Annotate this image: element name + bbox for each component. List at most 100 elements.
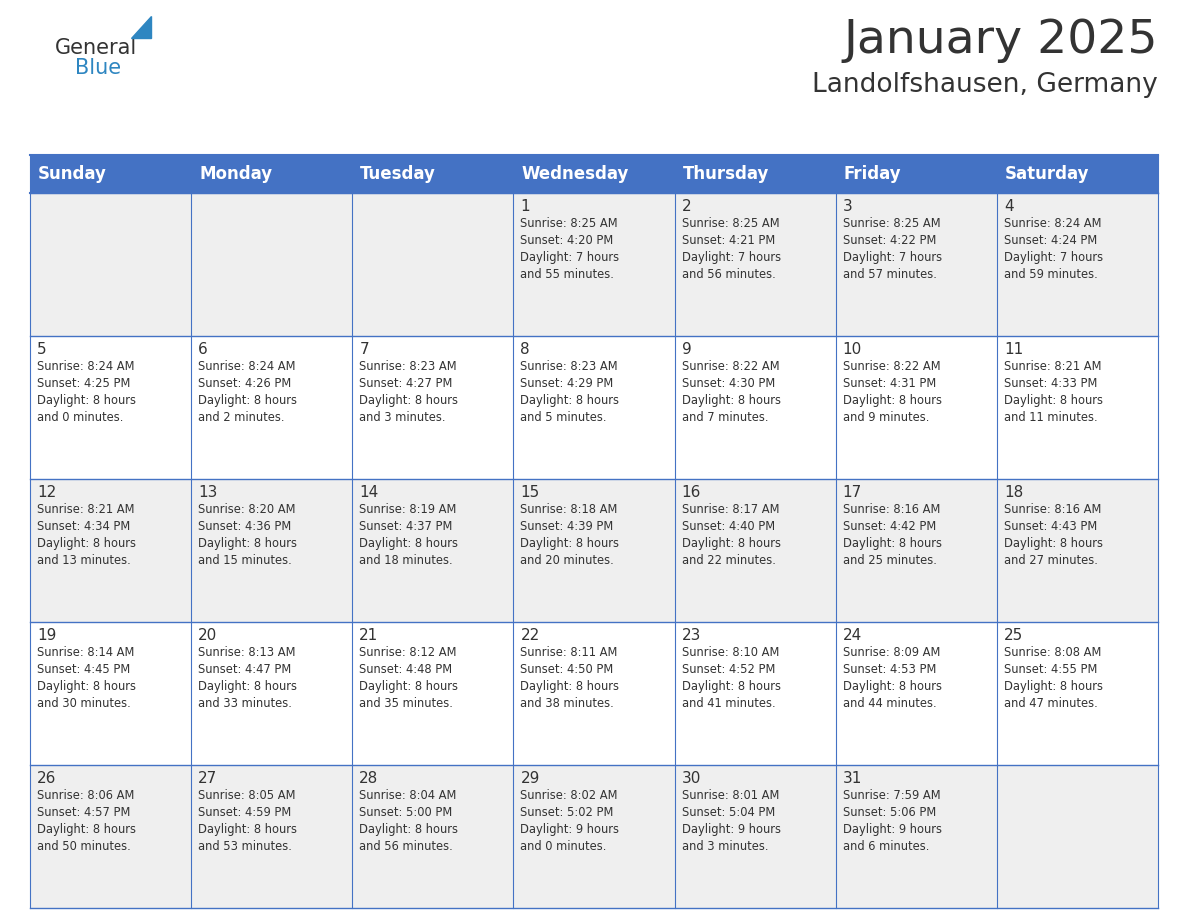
Text: 15: 15 (520, 485, 539, 500)
Text: and 20 minutes.: and 20 minutes. (520, 554, 614, 567)
Text: and 38 minutes.: and 38 minutes. (520, 697, 614, 710)
Text: Daylight: 8 hours: Daylight: 8 hours (198, 680, 297, 693)
Text: Sunset: 4:21 PM: Sunset: 4:21 PM (682, 234, 775, 247)
Text: 26: 26 (37, 771, 56, 786)
Bar (191, 622, 353, 765)
Text: 31: 31 (842, 771, 862, 786)
Text: Sunrise: 8:04 AM: Sunrise: 8:04 AM (359, 789, 456, 802)
Text: and 50 minutes.: and 50 minutes. (37, 840, 131, 853)
Text: Sunrise: 8:21 AM: Sunrise: 8:21 AM (1004, 360, 1101, 373)
Text: and 44 minutes.: and 44 minutes. (842, 697, 936, 710)
Text: and 33 minutes.: and 33 minutes. (198, 697, 292, 710)
Text: Daylight: 8 hours: Daylight: 8 hours (842, 537, 942, 550)
Text: Daylight: 8 hours: Daylight: 8 hours (359, 823, 459, 836)
Text: Sunset: 4:27 PM: Sunset: 4:27 PM (359, 377, 453, 390)
Text: and 27 minutes.: and 27 minutes. (1004, 554, 1098, 567)
Text: Daylight: 8 hours: Daylight: 8 hours (520, 394, 619, 407)
Text: 4: 4 (1004, 199, 1013, 214)
Text: and 0 minutes.: and 0 minutes. (37, 411, 124, 424)
Text: 17: 17 (842, 485, 862, 500)
Text: and 9 minutes.: and 9 minutes. (842, 411, 929, 424)
Text: Daylight: 7 hours: Daylight: 7 hours (842, 251, 942, 264)
Bar (191, 765, 353, 908)
Text: 6: 6 (198, 342, 208, 357)
Text: General: General (55, 38, 138, 58)
Bar (191, 155, 353, 193)
Text: Sunrise: 8:01 AM: Sunrise: 8:01 AM (682, 789, 779, 802)
Bar (30, 336, 191, 479)
Text: and 41 minutes.: and 41 minutes. (682, 697, 776, 710)
Text: 30: 30 (682, 771, 701, 786)
Text: and 35 minutes.: and 35 minutes. (359, 697, 453, 710)
Text: Sunset: 5:06 PM: Sunset: 5:06 PM (842, 806, 936, 819)
Text: Sunrise: 8:19 AM: Sunrise: 8:19 AM (359, 503, 456, 516)
Bar (191, 336, 353, 479)
Text: Daylight: 8 hours: Daylight: 8 hours (37, 680, 135, 693)
Bar (513, 765, 675, 908)
Text: Daylight: 8 hours: Daylight: 8 hours (1004, 537, 1102, 550)
Text: Daylight: 8 hours: Daylight: 8 hours (359, 537, 459, 550)
Text: 5: 5 (37, 342, 46, 357)
Text: Sunset: 4:39 PM: Sunset: 4:39 PM (520, 520, 614, 533)
Bar (835, 765, 997, 908)
Text: and 13 minutes.: and 13 minutes. (37, 554, 131, 567)
Text: and 47 minutes.: and 47 minutes. (1004, 697, 1098, 710)
Text: and 18 minutes.: and 18 minutes. (359, 554, 453, 567)
Bar (30, 155, 191, 193)
Text: Sunset: 4:45 PM: Sunset: 4:45 PM (37, 663, 131, 676)
Text: Monday: Monday (200, 165, 272, 183)
Text: Sunrise: 8:11 AM: Sunrise: 8:11 AM (520, 646, 618, 659)
Text: Sunset: 4:50 PM: Sunset: 4:50 PM (520, 663, 614, 676)
Text: Sunset: 4:22 PM: Sunset: 4:22 PM (842, 234, 936, 247)
Text: and 5 minutes.: and 5 minutes. (520, 411, 607, 424)
Text: Sunrise: 8:08 AM: Sunrise: 8:08 AM (1004, 646, 1101, 659)
Text: Sunrise: 8:24 AM: Sunrise: 8:24 AM (198, 360, 296, 373)
Bar (353, 622, 513, 765)
Bar (675, 622, 835, 765)
Text: Sunrise: 8:24 AM: Sunrise: 8:24 AM (1004, 217, 1101, 230)
Text: Sunrise: 8:02 AM: Sunrise: 8:02 AM (520, 789, 618, 802)
Text: Sunrise: 7:59 AM: Sunrise: 7:59 AM (842, 789, 941, 802)
Text: 22: 22 (520, 628, 539, 643)
Bar (675, 479, 835, 622)
Text: Daylight: 8 hours: Daylight: 8 hours (359, 680, 459, 693)
Text: Sunset: 4:37 PM: Sunset: 4:37 PM (359, 520, 453, 533)
Text: Sunset: 4:33 PM: Sunset: 4:33 PM (1004, 377, 1098, 390)
Text: and 25 minutes.: and 25 minutes. (842, 554, 936, 567)
Text: Sunset: 4:30 PM: Sunset: 4:30 PM (682, 377, 775, 390)
Text: Daylight: 7 hours: Daylight: 7 hours (520, 251, 620, 264)
Text: Sunrise: 8:06 AM: Sunrise: 8:06 AM (37, 789, 134, 802)
Text: 27: 27 (198, 771, 217, 786)
Text: Blue: Blue (75, 58, 121, 78)
Text: 21: 21 (359, 628, 379, 643)
Text: 29: 29 (520, 771, 539, 786)
Text: Sunrise: 8:17 AM: Sunrise: 8:17 AM (682, 503, 779, 516)
Text: Daylight: 8 hours: Daylight: 8 hours (520, 680, 619, 693)
Bar (30, 765, 191, 908)
Bar (191, 193, 353, 336)
Text: Sunrise: 8:20 AM: Sunrise: 8:20 AM (198, 503, 296, 516)
Text: Sunrise: 8:05 AM: Sunrise: 8:05 AM (198, 789, 296, 802)
Text: 9: 9 (682, 342, 691, 357)
Text: Sunset: 4:55 PM: Sunset: 4:55 PM (1004, 663, 1098, 676)
Text: 11: 11 (1004, 342, 1023, 357)
Text: and 15 minutes.: and 15 minutes. (198, 554, 292, 567)
Bar (353, 155, 513, 193)
Text: Daylight: 7 hours: Daylight: 7 hours (1004, 251, 1102, 264)
Text: 3: 3 (842, 199, 853, 214)
Bar (353, 193, 513, 336)
Text: and 0 minutes.: and 0 minutes. (520, 840, 607, 853)
Text: Daylight: 8 hours: Daylight: 8 hours (520, 537, 619, 550)
Text: Sunrise: 8:12 AM: Sunrise: 8:12 AM (359, 646, 456, 659)
Text: Daylight: 9 hours: Daylight: 9 hours (682, 823, 781, 836)
Text: Saturday: Saturday (1005, 165, 1089, 183)
Text: Daylight: 8 hours: Daylight: 8 hours (842, 394, 942, 407)
Text: Sunset: 4:53 PM: Sunset: 4:53 PM (842, 663, 936, 676)
Bar (675, 155, 835, 193)
Text: Sunset: 4:52 PM: Sunset: 4:52 PM (682, 663, 775, 676)
Text: Sunset: 4:57 PM: Sunset: 4:57 PM (37, 806, 131, 819)
Bar (30, 622, 191, 765)
Bar (353, 336, 513, 479)
Text: Sunset: 4:31 PM: Sunset: 4:31 PM (842, 377, 936, 390)
Text: Daylight: 9 hours: Daylight: 9 hours (520, 823, 619, 836)
